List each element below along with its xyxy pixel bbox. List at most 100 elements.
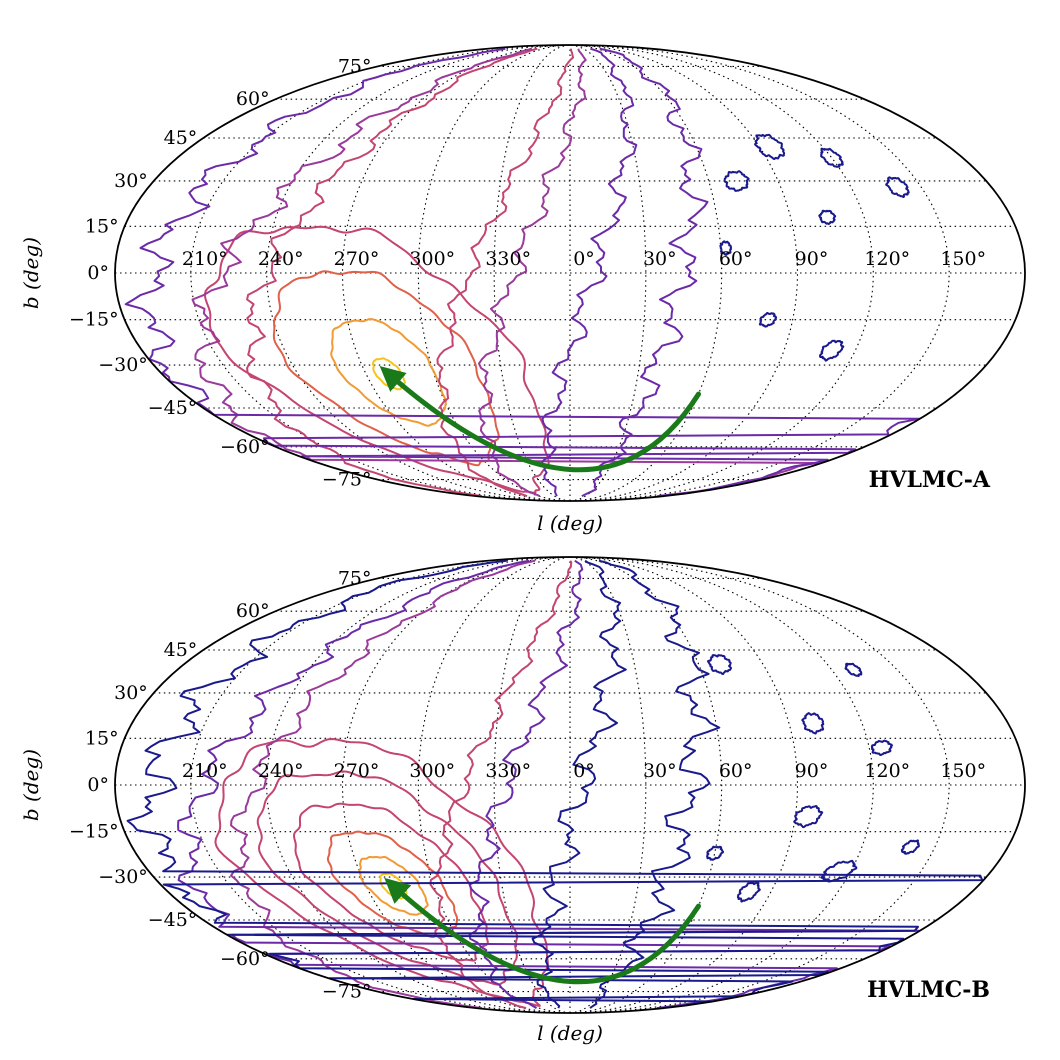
lon-tick-label: 60° (719, 248, 753, 270)
lat-tick-label: 60° (236, 88, 270, 110)
contour-island (885, 176, 910, 198)
lat-tick-label: −30° (98, 354, 148, 376)
grid-meridian (569, 45, 799, 501)
grid-meridian (569, 45, 647, 501)
lat-tick-label: −45° (148, 909, 198, 931)
panel-label: HVLMC-A (869, 467, 991, 493)
contour-level-2 (358, 855, 429, 916)
contour-band (429, 560, 573, 1010)
lat-tick-label: −60° (220, 948, 270, 970)
contour-band (468, 559, 584, 1009)
y-axis-label: b (deg) (19, 749, 43, 821)
contour-island (820, 859, 858, 883)
contour-band (540, 47, 638, 497)
contour-island (706, 845, 725, 861)
contour-island (736, 881, 761, 903)
panel-hvlmc-b: 210° 240° 270° 300° 330° 0° 30° 60° 90° 120° 150° 7… (19, 556, 1026, 1045)
contour-band (126, 559, 984, 1010)
contour-island (754, 133, 786, 160)
map-area (115, 45, 1025, 501)
lat-tick-label: 75° (338, 567, 372, 589)
contour-band (230, 559, 536, 1010)
contour-island (819, 339, 845, 362)
contour-level-6 (214, 738, 549, 1007)
lon-tick-label: 270° (334, 760, 380, 782)
lat-tick-label: 0° (87, 774, 109, 796)
contour-band (177, 559, 920, 1010)
lon-tick-label: 90° (795, 248, 829, 270)
panel-hvlmc-a: 210° 240° 270° 300° 330° 0° 30° 60° 90° 120° 150° 7… (19, 44, 1026, 535)
lon-tick-label: 30° (643, 248, 677, 270)
grid-meridian (493, 45, 571, 501)
lon-tick-label: 150° (940, 760, 986, 782)
lon-tick-label: 0° (573, 248, 595, 270)
lon-tick-label: 330° (485, 248, 531, 270)
lat-tick-label: 45° (164, 127, 198, 149)
lon-tick-label: 30° (643, 760, 677, 782)
contour-band (589, 559, 721, 1009)
contour-island (793, 805, 824, 829)
lon-tick-label: 120° (864, 760, 910, 782)
lon-tick-label: 60° (719, 760, 753, 782)
grid-meridian (417, 557, 571, 1013)
contour-band (581, 47, 709, 497)
orbit-arrow (384, 877, 701, 985)
grid-meridian (569, 557, 647, 1013)
contour-band (478, 48, 587, 498)
map-frame (114, 556, 1026, 1014)
grid-meridian (569, 557, 723, 1013)
lat-tick-label: 15° (85, 215, 119, 237)
lon-tick-label: 210° (182, 248, 228, 270)
orbit-arrow (379, 366, 701, 473)
lon-tick-label: 240° (258, 248, 304, 270)
y-axis-label: b (deg) (19, 237, 43, 309)
grid-meridian (569, 45, 723, 501)
map-frame (114, 44, 1026, 502)
lon-tick-label: 330° (485, 760, 531, 782)
contour-island (818, 209, 837, 225)
lat-tick-label: 30° (114, 682, 148, 704)
grid-meridian (341, 557, 571, 1013)
grid-meridian (493, 557, 571, 1013)
x-axis-label: l (deg) (537, 511, 603, 535)
contour-level-4 (203, 225, 550, 494)
contour-island (707, 654, 732, 675)
lat-tick-label: 60° (236, 600, 270, 622)
map-area (115, 557, 1025, 1013)
contour-island (801, 712, 825, 735)
lon-tick-label: 240° (258, 760, 304, 782)
contour-island (719, 240, 733, 256)
lat-tick-label: −15° (69, 309, 119, 331)
grid-meridian (569, 557, 799, 1013)
contour-island (870, 739, 894, 756)
grid-meridian (266, 557, 571, 1013)
lat-tick-label: 15° (85, 727, 119, 749)
lon-tick-label: 210° (182, 760, 228, 782)
contour-band (436, 48, 575, 498)
lon-tick-label: 270° (334, 248, 380, 270)
lat-tick-label: 30° (114, 170, 148, 192)
lon-tick-label: 90° (795, 760, 829, 782)
contour-level-2 (330, 318, 447, 427)
lat-tick-label: −15° (69, 821, 119, 843)
lat-tick-label: 0° (87, 262, 109, 284)
lon-tick-label: 120° (864, 248, 910, 270)
panel-label: HVLMC-B (867, 977, 990, 1003)
grid-meridian (569, 557, 874, 1013)
lat-tick-label: −60° (220, 436, 270, 458)
lon-tick-label: 300° (409, 248, 455, 270)
contour-island (900, 839, 921, 855)
lat-tick-label: −45° (148, 397, 198, 419)
lon-tick-label: 300° (409, 760, 455, 782)
lat-tick-label: −75° (322, 469, 372, 491)
contour-island (820, 147, 844, 168)
x-axis-label: l (deg) (537, 1021, 603, 1045)
lat-tick-label: 75° (338, 55, 372, 77)
lat-tick-label: −30° (98, 866, 148, 888)
grid-meridian (569, 45, 874, 501)
contour-island (723, 170, 750, 192)
lon-tick-label: 0° (573, 760, 595, 782)
contour-island (844, 662, 863, 677)
contour-band (531, 559, 627, 1009)
